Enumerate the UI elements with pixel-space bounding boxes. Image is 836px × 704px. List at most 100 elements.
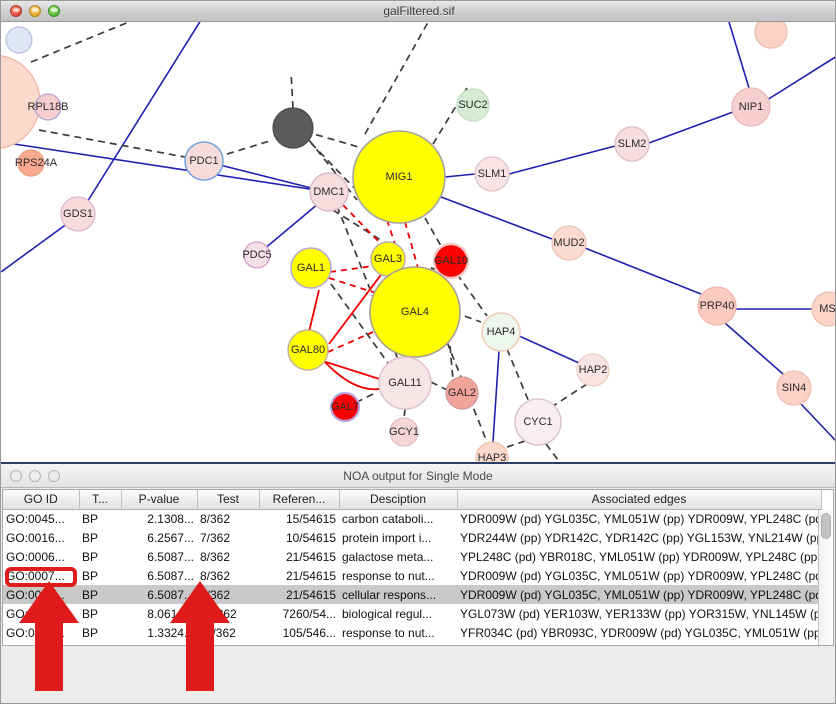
cell-test: 8/362 [200,568,231,583]
column-header-p-value[interactable]: P-value [121,490,198,510]
node-gal4[interactable] [369,266,461,358]
cell-go-id: GO:0006... [6,549,65,564]
node-gcy1[interactable] [389,417,419,447]
noa-minimize-button[interactable] [29,469,41,482]
node-cyc1[interactable] [514,398,562,446]
network-nodes[interactable] [1,22,835,462]
node-rpl18b[interactable] [34,93,62,121]
zoom-button[interactable] [48,5,60,17]
noa-zoom-button[interactable] [48,469,60,482]
node-gds1[interactable] [60,196,96,232]
cell-edges: YGL073W (pd) YER103W, YER133W (pp) YOR31… [460,606,821,621]
cell-test: 11/362 [200,625,236,640]
table-vertical-scrollbar[interactable] [818,510,832,645]
table-row-selected[interactable]: GO:0031... BP 6.5087... 8/362 21/54615 c… [3,585,821,604]
minimize-button[interactable] [29,5,41,17]
cell-go-id: GO:0065... [6,606,65,621]
cell-type: BP [82,606,99,621]
cell-type: BP [79,642,121,646]
column-header-associated-edges[interactable]: Associated edges [457,490,822,510]
table-row[interactable]: GO:0016... BP 6.2567... 7/362 10/54615 p… [3,528,821,547]
network-canvas[interactable]: RPL18B RPS24A GDS1 PDC1 PDC5 DMC1 MIG1 S… [1,22,835,462]
column-header-reference[interactable]: Referen... [259,490,340,510]
column-header-description[interactable]: Desciption [339,490,458,510]
table-header-row: GO ID T... P-value Test Referen... Desci… [3,490,822,510]
node-partial-topleft[interactable] [5,26,33,54]
node-gal2[interactable] [445,376,479,410]
cell-type: BP [82,549,99,564]
noa-results-table-container[interactable]: GO ID T... P-value Test Referen... Desci… [2,489,834,646]
node-gal7[interactable] [329,391,361,423]
node-unlabeled-large[interactable] [1,54,41,150]
node-gal10[interactable] [432,242,470,280]
noa-titlebar: NOA output for Single Mode [1,464,835,488]
cell-description: protein import i... [342,530,432,545]
table-row[interactable]: GO:0006... BP 6.5087... 8/362 21/54615 g… [3,547,821,566]
column-header-test[interactable]: Test [197,490,260,510]
cell-reference: 21/54615 [285,568,336,583]
cell-reference: 10/54615 [285,530,336,545]
noa-traffic-lights [10,469,60,482]
scrollbar-thumb[interactable] [821,513,831,539]
cell-reference: 21/54615 [285,549,336,564]
node-unlabeled-dark[interactable] [272,107,314,149]
cell-edges: YFR034C (pd) YBR093C, YDR009W (pd) YGL03… [460,625,821,640]
cell-test: 11/362 [197,642,259,646]
cell-go-id: GO:0031... [3,642,79,646]
cell-edges: YPL248C (pd) YBR018C, YML051W (pp) YDR00… [460,549,821,564]
node-pdc5[interactable] [243,241,271,269]
cell-test: 94/362 [200,606,237,621]
node-slm2[interactable] [614,126,650,162]
cell-p-value: 6.5087... [121,585,197,604]
cell-description: response to nut... [342,568,435,583]
node-nip1[interactable] [731,87,771,127]
node-msi[interactable] [811,291,835,327]
noa-results-table: GO ID T... P-value Test Referen... Desci… [3,490,822,646]
cell-go-id: GO:0045... [6,511,65,526]
table-body: GO:0045... BP 2.1308... 8/362 15/54615 c… [3,509,821,646]
cell-type: BP [82,568,99,583]
cell-go-id: GO:0031... [6,625,65,640]
node-hap2[interactable] [576,353,610,387]
cell-type: BP [82,625,99,640]
table-row[interactable]: GO:0031... BP 1.3324... 11/362 105/546..… [3,642,821,646]
node-slm1[interactable] [474,156,510,192]
table-row[interactable]: GO:0045... BP 2.1308... 8/362 15/54615 c… [3,509,821,528]
cell-reference: 7260/54... [282,606,336,621]
table-row[interactable]: GO:0065... BP 8.0614... 94/362 7260/54..… [3,604,821,623]
node-hap3[interactable] [475,441,509,462]
node-gal11[interactable] [378,356,432,410]
node-suc2[interactable] [456,88,490,122]
cell-description: cellular respons... [339,642,457,646]
cell-go-id: GO:0007... [6,568,65,583]
cell-go-id: GO:0016... [6,530,65,545]
node-mud2[interactable] [551,225,587,261]
cell-test: 7/362 [200,530,231,545]
cell-description: carbon cataboli... [342,511,434,526]
noa-close-button[interactable] [10,469,22,482]
table-row[interactable]: GO:0007... BP 6.5087... 8/362 21/54615 r… [3,566,821,585]
cell-description: response to nut... [342,625,435,640]
cell-edges: YDR244W (pp) YDR142C, YDR142C (pp) YGL15… [460,530,821,545]
node-prp40[interactable] [697,286,737,326]
node-sin4[interactable] [776,370,812,406]
cell-reference: 105/546... [259,642,339,646]
node-gal1[interactable] [290,247,332,289]
column-header-type[interactable]: T... [79,490,122,510]
cell-reference: 21/54615 [259,585,339,604]
node-partial-topright[interactable] [754,22,788,49]
cell-p-value: 6.5087... [147,568,194,583]
cell-description: galactose meta... [342,549,434,564]
table-row[interactable]: GO:0031... BP 1.3324... 11/362 105/546..… [3,623,821,642]
node-pdc1[interactable] [184,141,224,181]
close-button[interactable] [10,5,22,17]
node-hap4[interactable] [481,312,521,352]
node-gal80[interactable] [287,329,329,371]
node-dmc1[interactable] [309,172,349,212]
node-rps24a[interactable] [17,149,45,177]
cell-edges: YDR009W (pd) YGL035C, YML051W (pp) YDR00… [460,511,821,526]
node-mig1[interactable] [352,130,446,224]
column-header-go-id[interactable]: GO ID [3,490,80,510]
cell-type: BP [79,585,121,604]
